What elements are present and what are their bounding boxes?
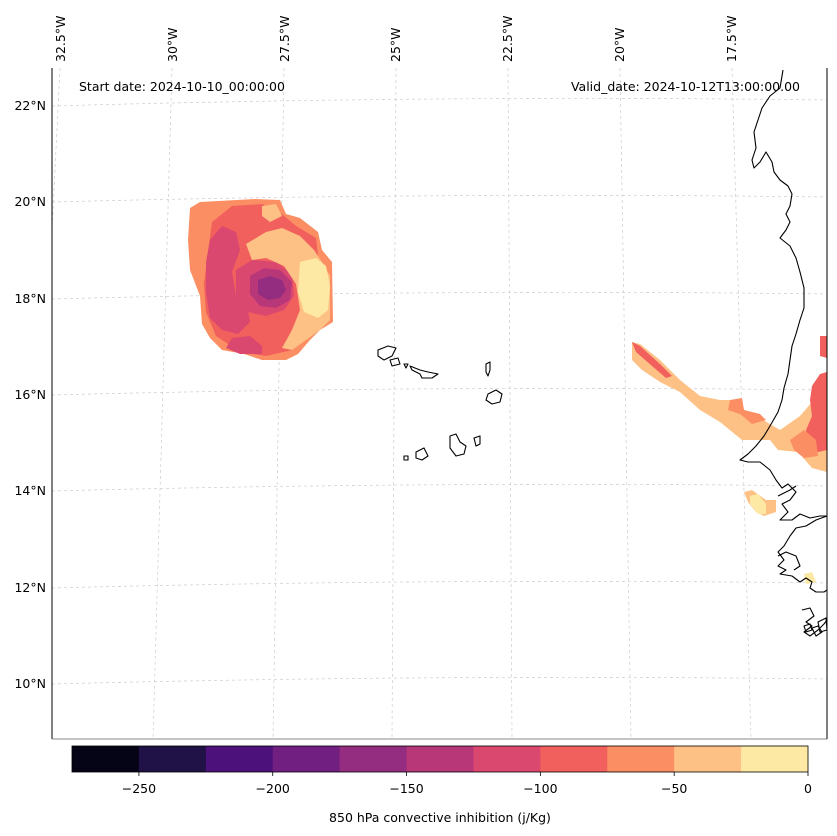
lon-label-25: 25°W: [388, 27, 403, 62]
gridline-lat-12: [51, 580, 828, 589]
lon-label-30: 30°W: [165, 27, 180, 62]
coastline-gambia-inlet: [777, 485, 797, 497]
colorbar-tick-label-m50: −50: [661, 781, 687, 796]
coastline-island-bijagos3: [803, 623, 813, 633]
lat-label-12: 12°N: [14, 580, 46, 595]
cin-contour-coast-band-dark: [632, 342, 672, 378]
lat-label-20: 20°N: [14, 194, 46, 209]
island-santa-luzia: [403, 363, 409, 369]
gridline-lon-22_5: [507, 67, 513, 740]
lon-label-20: 20°W: [612, 27, 627, 62]
colorbar-swatch: [674, 746, 742, 772]
colorbar-tick-label-m150: −150: [389, 781, 423, 796]
lat-label-16: 16°N: [14, 387, 46, 402]
colorbar-swatch: [138, 746, 207, 772]
axes-frame: [51, 68, 828, 740]
gridline-lon-27_5: [272, 67, 285, 740]
island-brava: [403, 455, 409, 461]
colorbar-swatches: [72, 746, 809, 772]
gridlines: [51, 67, 828, 740]
colorbar-swatch: [540, 746, 608, 772]
colorbar-tick-label-m200: −200: [256, 781, 290, 796]
coastline-africa-south: [777, 515, 828, 593]
colorbar-frame: [71, 745, 809, 773]
gridline-lat-10: [51, 676, 828, 685]
island-fogo: [415, 447, 429, 461]
colorbar-tick-labels: −250 −200 −150 −100 −50 0: [122, 781, 812, 796]
colorbar-swatch: [473, 746, 541, 772]
colorbar-swatch: [272, 746, 341, 772]
island-boa-vista: [485, 389, 503, 405]
gridline-lat-20: [51, 194, 828, 203]
lon-labels: 32.5°W 30°W 27.5°W 25°W 22.5°W 20°W 17.5…: [53, 16, 739, 62]
island-sao-vicente: [389, 357, 401, 367]
coastlines: [377, 69, 828, 637]
gridline-lat-22: [51, 98, 828, 107]
lat-label-22: 22°N: [14, 98, 46, 113]
cin-field-storm: [188, 199, 333, 360]
colorbar-swatch: [406, 746, 474, 772]
lon-label-22_5: 22.5°W: [500, 16, 515, 62]
lat-labels: 22°N 20°N 18°N 16°N 14°N 12°N 10°N: [14, 98, 46, 691]
lon-label-32_5: 32.5°W: [53, 16, 68, 62]
colorbar-label: 850 hPa convective inhibition (j/Kg): [329, 810, 551, 825]
cin-contour-coast-patch: [728, 398, 766, 424]
cin-contour-coast-edge2: [790, 430, 818, 458]
cin-contour-storm-east-light: [246, 228, 330, 350]
gridline-lon-25: [391, 67, 397, 740]
lat-label-10: 10°N: [14, 676, 46, 691]
cin-contour-coast-top: [820, 336, 827, 358]
island-santo-antao: [377, 345, 397, 361]
lon-label-17_5: 17.5°W: [724, 16, 739, 62]
valid-date-label: Valid_date: 2024-10-12T13:00:00.00: [571, 79, 800, 94]
colorbar-swatch: [339, 746, 408, 772]
cin-field-coast: [632, 336, 827, 584]
colorbar-swatch: [205, 746, 274, 772]
lon-label-27_5: 27.5°W: [277, 16, 292, 62]
cin-contour-storm-band-bottom: [226, 336, 262, 354]
island-sal: [485, 361, 491, 377]
gridline-lon-17_5: [731, 67, 752, 740]
gridline-lon-30: [152, 67, 173, 740]
cin-contour-coast-south-light: [750, 494, 766, 514]
colorbar-ticks: [138, 772, 809, 776]
coastline-bissau: [777, 551, 801, 571]
colorbar-swatch: [607, 746, 675, 772]
cin-contour-coast-edge: [806, 372, 827, 452]
start-date-label: Start date: 2024-10-10_00:00:00: [79, 79, 285, 94]
colorbar-tick-label-m250: −250: [122, 781, 156, 796]
island-santiago: [449, 433, 467, 457]
colorbar-tick-label-0: 0: [804, 781, 812, 796]
cin-contour-storm-eye: [258, 276, 286, 300]
island-sao-nicolau: [409, 365, 439, 379]
coastline-africa: [739, 69, 827, 521]
island-maio: [473, 435, 481, 447]
coastline-guinea: [801, 607, 828, 637]
gridline-lon-20: [619, 67, 632, 740]
cin-contour-coast-south-small: [804, 572, 816, 584]
colorbar-tick-label-m100: −100: [523, 781, 557, 796]
lat-label-18: 18°N: [14, 291, 46, 306]
cin-contour-storm-top-light: [262, 204, 282, 222]
gridline-lat-14: [51, 483, 828, 492]
cin-contour-storm-band-left: [206, 226, 250, 334]
lat-label-14: 14°N: [14, 483, 46, 498]
cin-contour-storm-east-lightest: [298, 258, 330, 318]
colorbar-swatch: [741, 746, 809, 772]
gridline-lat-18: [51, 291, 828, 300]
colorbar-swatch: [72, 746, 140, 772]
